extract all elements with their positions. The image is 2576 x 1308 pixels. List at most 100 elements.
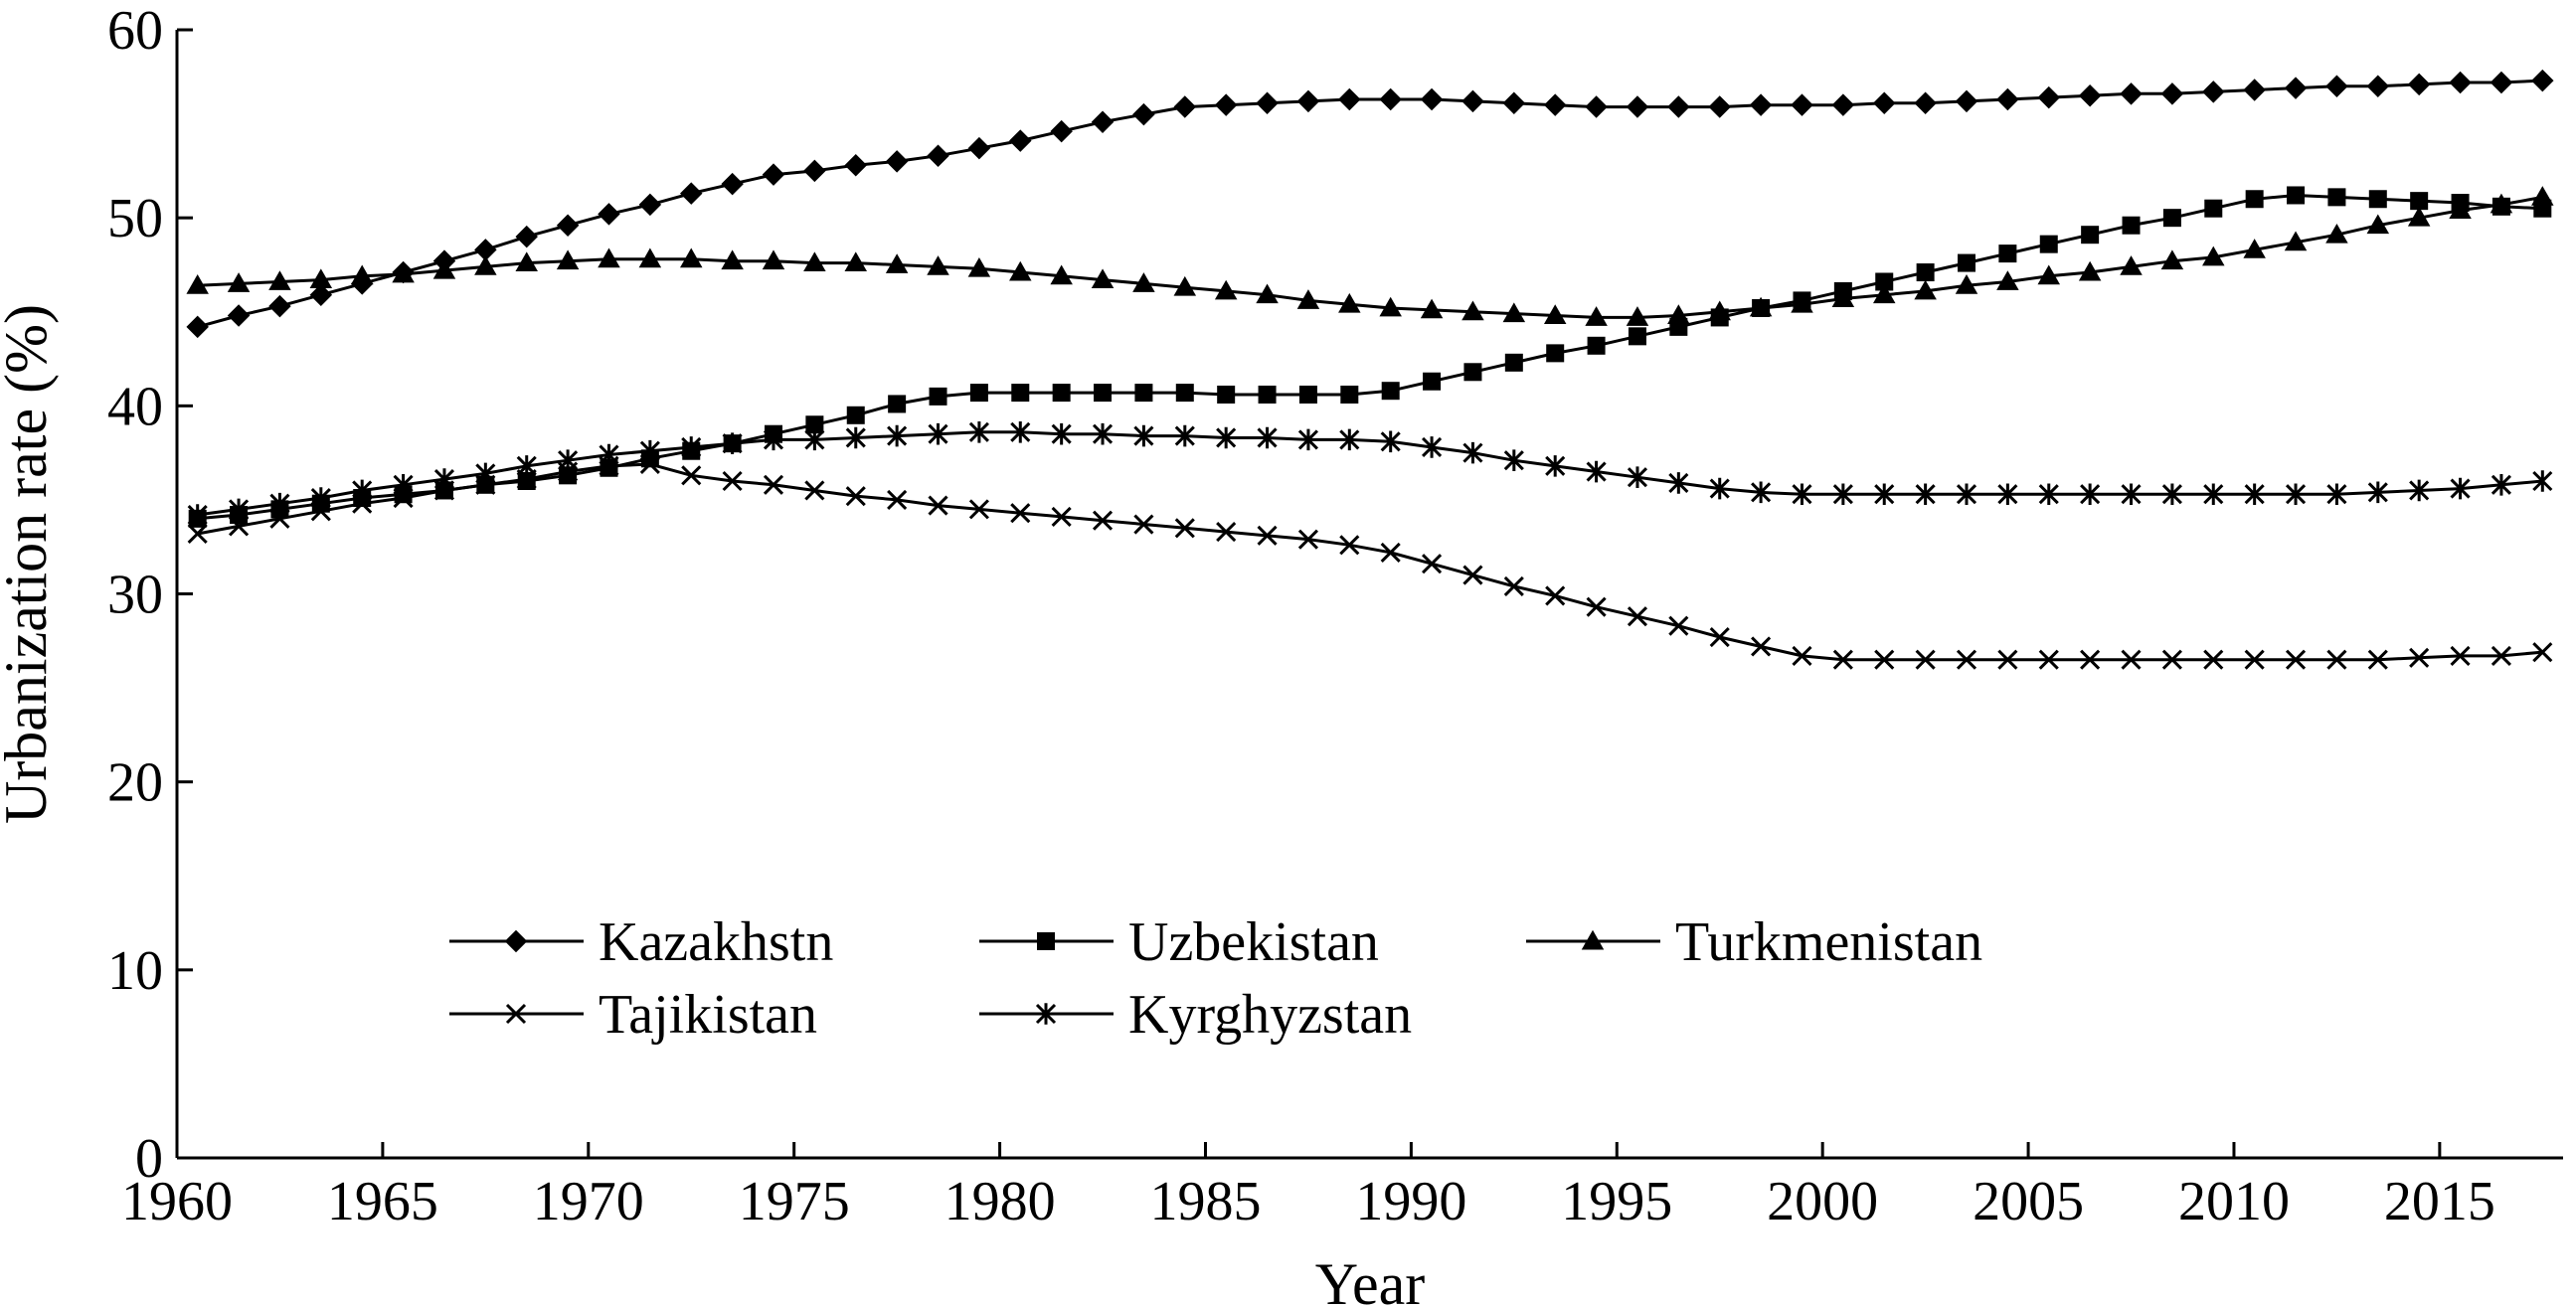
data-point bbox=[1091, 268, 1115, 289]
data-point bbox=[1916, 263, 1935, 282]
data-point bbox=[1217, 385, 1236, 404]
data-point bbox=[1462, 565, 1483, 585]
data-point bbox=[1297, 529, 1318, 550]
data-point bbox=[1296, 289, 1320, 309]
data-point bbox=[1091, 110, 1115, 133]
data-point bbox=[1751, 636, 1772, 657]
data-point bbox=[2285, 483, 2307, 506]
data-point bbox=[1009, 260, 1032, 281]
data-point bbox=[1751, 481, 1772, 504]
legend-item: Tajikistan bbox=[449, 984, 817, 1046]
data-point bbox=[1052, 384, 1071, 403]
data-point bbox=[1585, 95, 1608, 118]
data-point bbox=[2161, 649, 2182, 670]
data-point bbox=[1874, 483, 1895, 506]
data-point bbox=[352, 479, 373, 502]
data-point bbox=[803, 159, 826, 183]
data-point bbox=[1956, 483, 1977, 506]
data-point bbox=[2410, 192, 2429, 211]
data-point bbox=[1581, 929, 1605, 950]
data-point bbox=[1628, 327, 1646, 346]
data-point bbox=[1996, 87, 2019, 111]
data-point bbox=[1050, 119, 1073, 143]
legend-label: Turkmenistan bbox=[1675, 911, 1982, 973]
data-point bbox=[1379, 87, 1402, 111]
data-point bbox=[927, 144, 949, 167]
data-point bbox=[967, 256, 991, 277]
data-point bbox=[1133, 424, 1154, 447]
data-point bbox=[2243, 239, 2266, 258]
data-point bbox=[1627, 606, 1648, 627]
data-point bbox=[1173, 95, 1197, 118]
data-point bbox=[1422, 436, 1443, 458]
data-point bbox=[2407, 206, 2431, 227]
x-tick-label: 2015 bbox=[2384, 1171, 2495, 1232]
x-tick-label: 2000 bbox=[1767, 1171, 1878, 1232]
data-point bbox=[2531, 69, 2554, 92]
data-point bbox=[1543, 304, 1567, 324]
data-point bbox=[1050, 264, 1073, 285]
data-point bbox=[1380, 430, 1401, 453]
data-point bbox=[1257, 426, 1278, 449]
data-point bbox=[1667, 95, 1690, 118]
data-point bbox=[1051, 422, 1072, 445]
data-point bbox=[1423, 372, 1442, 391]
data-point bbox=[1543, 93, 1567, 116]
data-point bbox=[2037, 264, 2061, 285]
data-point bbox=[1298, 385, 1317, 404]
data-point bbox=[722, 432, 743, 454]
data-point bbox=[1545, 455, 1566, 477]
data-point bbox=[2203, 483, 2224, 506]
data-point bbox=[1792, 645, 1812, 666]
data-point bbox=[1216, 522, 1237, 543]
data-point bbox=[1257, 525, 1278, 546]
data-point bbox=[885, 150, 909, 173]
data-point bbox=[1339, 428, 1360, 451]
data-point bbox=[474, 255, 497, 275]
data-point bbox=[846, 406, 865, 424]
data-point bbox=[1749, 296, 1773, 317]
data-point bbox=[722, 470, 743, 492]
data-point bbox=[1503, 449, 1524, 471]
x-tick-label: 2010 bbox=[2178, 1171, 2290, 1232]
data-point bbox=[598, 247, 620, 268]
data-point bbox=[1256, 91, 1279, 115]
data-point bbox=[1791, 292, 1813, 313]
data-point bbox=[929, 387, 947, 406]
data-point bbox=[1051, 506, 1072, 528]
series-line bbox=[197, 195, 2543, 319]
data-point bbox=[681, 465, 702, 486]
data-point bbox=[1339, 535, 1360, 556]
data-point bbox=[1667, 304, 1690, 324]
data-point bbox=[599, 443, 619, 466]
y-tick-label: 10 bbox=[107, 940, 163, 1002]
data-point bbox=[1503, 575, 1524, 596]
data-point bbox=[1214, 93, 1238, 116]
series-line bbox=[197, 462, 2543, 662]
data-point bbox=[2490, 473, 2511, 496]
data-point bbox=[887, 424, 908, 447]
data-point bbox=[1174, 518, 1195, 539]
data-point bbox=[515, 251, 538, 272]
data-point bbox=[1708, 95, 1731, 118]
data-point bbox=[803, 251, 826, 272]
data-point bbox=[2244, 649, 2265, 670]
data-point bbox=[888, 395, 907, 413]
data-point bbox=[2160, 249, 2184, 270]
y-ticks: 0 10 20 30 40 50 60 bbox=[107, 0, 193, 1190]
data-point bbox=[1627, 466, 1648, 489]
data-point bbox=[2080, 649, 2101, 670]
data-point bbox=[1914, 91, 1937, 115]
data-point bbox=[928, 495, 948, 516]
series-kazakhstn bbox=[186, 69, 2554, 339]
data-point bbox=[639, 439, 660, 462]
data-point bbox=[2121, 483, 2142, 506]
data-point bbox=[1708, 300, 1731, 321]
data-point bbox=[1010, 421, 1031, 443]
data-point bbox=[2326, 649, 2347, 670]
series-kyrghyzstan bbox=[187, 421, 2553, 526]
data-point bbox=[2038, 649, 2059, 670]
data-point bbox=[763, 428, 784, 451]
data-point bbox=[2367, 649, 2388, 670]
